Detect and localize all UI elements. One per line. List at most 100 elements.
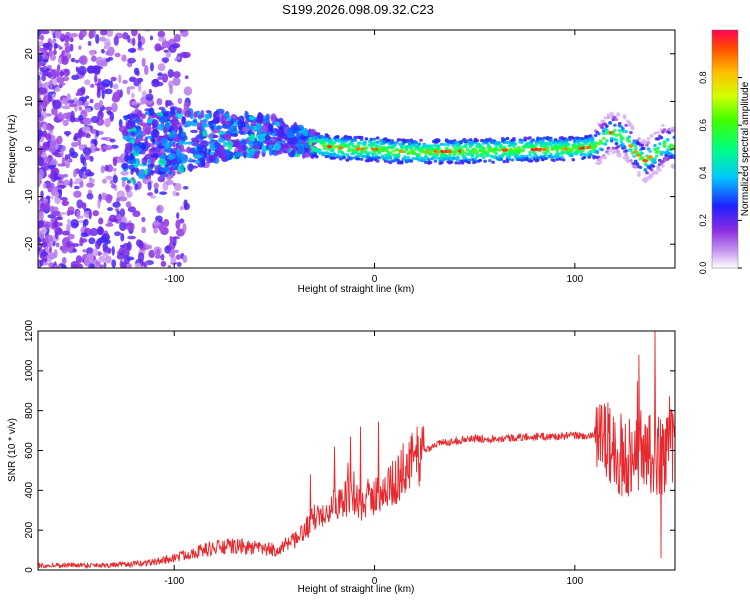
spectrogram-cell — [73, 169, 77, 178]
spectrogram-cell — [101, 79, 111, 87]
spectrogram-cell — [149, 170, 158, 174]
spectrogram-cell — [540, 158, 545, 162]
spectrogram-cell — [52, 211, 61, 216]
spectrogram-cell — [494, 148, 499, 152]
spectrogram-cell — [38, 40, 44, 47]
spectrogram-cell — [149, 62, 154, 72]
spectrogram-cell — [144, 65, 149, 76]
spectrogram-cell — [148, 148, 155, 156]
spectrogram-cell — [97, 110, 104, 120]
spectrogram-cell — [664, 154, 668, 158]
spectrogram-cell — [372, 137, 377, 141]
spectrogram-cell — [605, 139, 609, 143]
spectrogram-cell — [42, 122, 47, 131]
spectrogram-cell — [430, 144, 435, 148]
spectrogram-cell — [162, 154, 166, 158]
spectrogram-cell — [396, 152, 401, 156]
spectrogram-cell — [100, 137, 108, 141]
spectrogram-cell — [71, 141, 79, 148]
spectrogram-cell — [134, 167, 140, 174]
spectrogram-cell — [193, 111, 198, 119]
snr-y-tick-label: 800 — [24, 402, 35, 419]
spectrogram-cell — [84, 107, 92, 113]
spectrogram-cell — [486, 150, 491, 154]
spectrogram-cell — [56, 135, 63, 145]
spectrogram-cell — [353, 138, 358, 142]
spectrogram-cell — [112, 201, 121, 208]
spectrogram-cell — [87, 40, 92, 47]
spectrogram-cell — [39, 259, 44, 267]
spectrogram-cell — [102, 148, 107, 153]
spectrogram-cell — [656, 146, 660, 150]
spectrogram-cell — [125, 183, 130, 193]
spectrogram-cell — [372, 141, 377, 145]
spectrogram-cell — [67, 153, 71, 160]
spectrogram-cell — [649, 134, 654, 138]
spectrogram-cell — [156, 204, 164, 214]
spectrogram-cell — [549, 152, 553, 156]
spectrogram-cell — [50, 40, 56, 45]
spectrogram-cell — [475, 139, 479, 143]
spectrogram-cell — [656, 137, 660, 141]
spectrogram-cell — [68, 158, 73, 163]
spectrogram-cell — [69, 178, 73, 188]
spectrogram-cell — [112, 157, 118, 167]
spectrogram-cell — [183, 51, 191, 59]
spectrogram-cell — [182, 254, 188, 264]
spectrogram-cell — [98, 255, 107, 263]
spectrogram-cell — [110, 76, 117, 82]
spectrogram-cell — [78, 45, 82, 50]
spectrogram-cell — [38, 54, 43, 63]
spectrogram-cell — [49, 159, 58, 166]
spectrogram-cell — [181, 141, 188, 145]
spectrogram-cell — [73, 190, 82, 198]
spectrogram-cell — [614, 133, 619, 137]
spectrogram-cell — [131, 101, 138, 106]
spectrogram-cell — [70, 261, 79, 268]
spectrogram-cell — [125, 122, 135, 130]
spectrogram-cell — [308, 142, 313, 146]
spectrogram-cell — [500, 154, 505, 158]
spectrogram-cell — [94, 147, 101, 152]
spectrogram-cell — [285, 128, 294, 138]
spectrogram-cell — [68, 103, 77, 108]
spectrogram-cell — [230, 133, 238, 137]
spectrogram-cell — [337, 139, 342, 143]
spectrogram-cell — [69, 43, 74, 52]
spectrogram-cell — [672, 145, 675, 150]
spectrogram-cell — [452, 146, 457, 150]
snr-y-tick-label: 0 — [24, 567, 35, 573]
spectrogram-cell — [637, 170, 641, 175]
spectrogram-cell — [148, 88, 153, 94]
spectrogram-cell — [141, 57, 146, 67]
spectrogram-cell — [170, 157, 177, 166]
spectrogram-cell — [158, 158, 167, 167]
spectrogram-cell — [339, 155, 343, 159]
spectrogram-cell — [611, 132, 616, 136]
spectrogram-cell — [41, 241, 48, 248]
spectrogram-cell — [657, 158, 662, 162]
spectrogram-cell — [600, 125, 604, 130]
spectrogram-cell — [55, 242, 60, 248]
spectrogram-cell — [70, 151, 79, 159]
spectrogram-cell — [327, 136, 332, 141]
spectrogram-cell — [102, 252, 109, 257]
spectrogram-cell — [157, 76, 164, 80]
spectrogram-cell — [491, 160, 495, 164]
spectrogram-cell — [151, 144, 156, 149]
spectrogram-cell — [319, 135, 324, 139]
spectrogram-cell — [141, 142, 146, 150]
spectrogram-cell — [62, 198, 66, 206]
spectrogram-cell — [44, 234, 53, 243]
spectrogram-cell — [92, 248, 99, 257]
spectrogram-cell — [417, 152, 422, 157]
spectrogram-cell — [43, 65, 47, 71]
spectrogram-cell — [82, 126, 91, 133]
spectrogram-cell — [75, 92, 80, 97]
spectrogram-cell — [51, 107, 58, 116]
spectrogram-cell — [375, 144, 380, 148]
spectrogram-cell — [350, 156, 354, 160]
spectrogram-cell — [144, 168, 148, 175]
spectrogram-cell — [364, 137, 369, 141]
spectrogram-cell — [179, 30, 186, 33]
